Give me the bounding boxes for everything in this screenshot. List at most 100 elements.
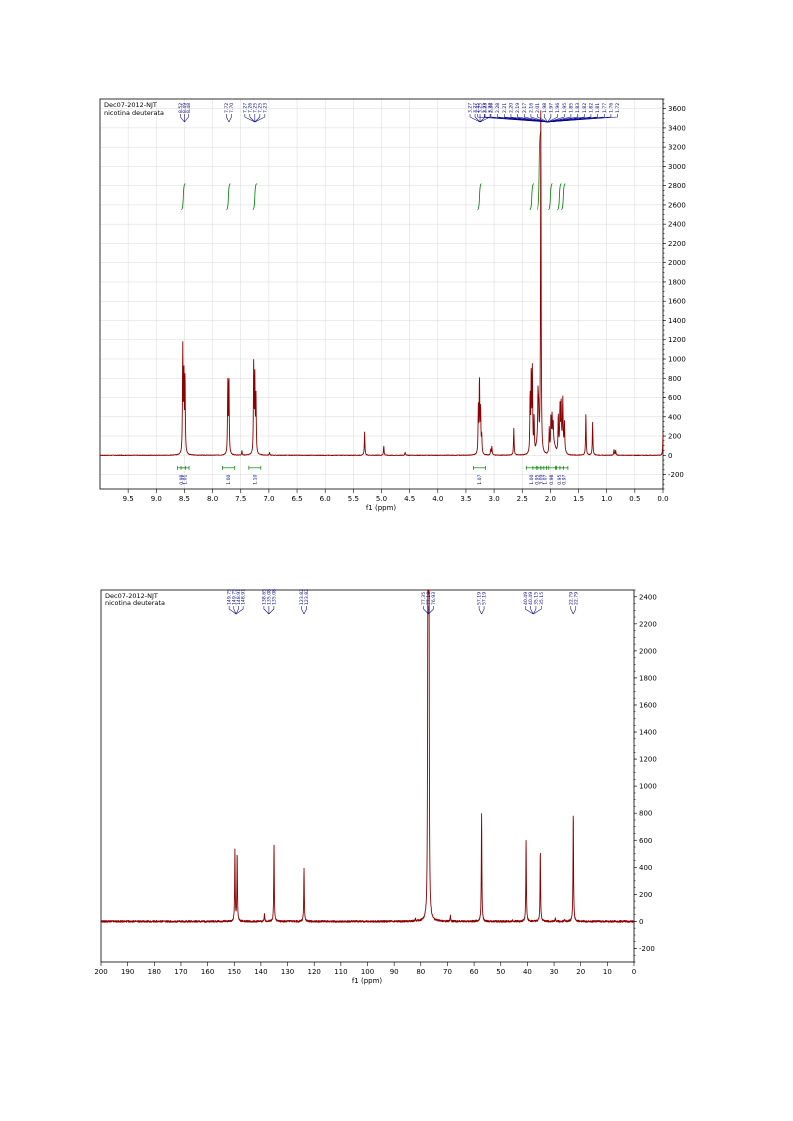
peak-label: 57.19 — [477, 592, 483, 605]
peak-label: 1.95 — [562, 103, 568, 113]
peak-label: 1.98 — [542, 103, 548, 113]
peak-label: 35.15 — [539, 592, 545, 605]
y-tick-label: 2200 — [639, 620, 657, 628]
peak-label-connector — [301, 606, 305, 615]
y-tick-label: 2400 — [668, 221, 686, 229]
x-tick-label: 7.0 — [263, 495, 274, 503]
x-tick-label: 80 — [416, 968, 425, 976]
y-tick-label: 1800 — [668, 278, 686, 286]
x-tick-label: 5.0 — [376, 495, 387, 503]
y-tick-label: -200 — [639, 945, 655, 953]
y-tick-label: 3600 — [668, 105, 686, 113]
peak-label-connector — [235, 606, 239, 615]
peak-label: 2.17 — [522, 103, 528, 113]
integral-curve — [560, 183, 566, 211]
peak-label: 7.70 — [229, 103, 235, 113]
peak-label: 2.33 — [482, 103, 488, 113]
proton-integral-labels: 0.981.01 1.00 1.10 1.07 1.00 0.953.09 1.07 0.98… — [177, 465, 569, 485]
y-tick-label: 1400 — [668, 317, 686, 325]
x-tick-label: 180 — [148, 968, 161, 976]
peak-label-connector — [184, 114, 189, 123]
peak-label-connector — [474, 114, 481, 123]
peak-label: 1.77 — [602, 103, 608, 113]
peak-label-connector — [547, 114, 552, 123]
x-tick-label: 2.5 — [517, 495, 528, 503]
x-tick-label: 7.5 — [235, 495, 246, 503]
peak-label: 148.91 — [241, 589, 247, 605]
x-tick-label: 190 — [121, 968, 134, 976]
integral-curve — [252, 183, 258, 211]
peak-label-connector — [228, 606, 237, 615]
peak-label: 76.93 — [431, 592, 437, 605]
carbon-subtitle: nicotina deuterata — [105, 599, 165, 607]
carbon-peak-labels: 149.75 149.75 148.91 148.91 138.65 135.08 135.… — [227, 589, 579, 615]
peak-label-connector — [249, 114, 256, 123]
x-tick-label: 1.0 — [601, 495, 612, 503]
x-tick-label: 50 — [496, 968, 505, 976]
peak-label-connector — [533, 606, 542, 615]
integral-curve — [529, 183, 535, 211]
peak-label-connector — [180, 114, 185, 123]
peak-label-connector — [503, 114, 548, 123]
y-tick-label: 2000 — [639, 647, 657, 655]
peak-label-connector — [547, 114, 558, 123]
x-tick-label: 0.5 — [629, 495, 640, 503]
x-tick-label: 120 — [308, 968, 321, 976]
peak-label-connector — [530, 606, 534, 615]
peak-label: 3.25 — [478, 103, 484, 113]
y-tick-label: 800 — [639, 810, 652, 818]
integral-value: 1.00 — [226, 474, 232, 484]
proton-x-axis: 9.5 9.0 8.5 8.0 7.5 7.0 6.5 6.0 5.5 5.0 4.5 4.0 3.5 3… — [123, 489, 669, 503]
carbon-y-axis: -200 0 200 400 600 800 1000 1200 1400 1600 1800 200… — [634, 589, 657, 963]
y-tick-label: 1000 — [668, 356, 686, 364]
carbon-title: Dec07-2012-NJT — [105, 592, 158, 600]
peak-label-connector — [524, 606, 534, 615]
peak-label: 22.79 — [568, 592, 574, 605]
peak-label: 8.52 — [178, 103, 184, 113]
peak-label-connector — [478, 606, 482, 615]
peak-label: 2.19 — [515, 103, 521, 113]
peak-label-connector — [537, 114, 548, 123]
peak-label-connector — [244, 114, 255, 123]
peak-label: 135.08 — [272, 589, 278, 605]
carbon-plot-frame — [100, 589, 635, 963]
peak-label: 7.26 — [247, 103, 253, 113]
x-tick-label: 90 — [390, 968, 399, 976]
x-tick-label: 20 — [576, 968, 585, 976]
proton-x-axis-label: f1 (ppm) — [366, 504, 397, 512]
x-tick-label: 0.0 — [657, 495, 668, 503]
peak-label: 1.85 — [569, 103, 575, 113]
carbon-x-axis-label: f1 (ppm) — [352, 977, 383, 985]
x-tick-label: 140 — [254, 968, 267, 976]
peak-label: 7.72 — [224, 103, 230, 113]
integral-value: 0.98 — [549, 474, 555, 484]
peak-label: 77.35 — [421, 592, 427, 605]
peak-label-connector — [428, 606, 434, 615]
x-tick-label: 4.5 — [404, 495, 415, 503]
peak-label: 3.23 — [483, 103, 489, 113]
x-tick-label: 3.0 — [489, 495, 500, 503]
peak-label-connector — [533, 606, 537, 615]
peak-label: 1.81 — [595, 103, 601, 113]
integral-value: 0.95 — [557, 474, 563, 484]
peak-label: 149.75 — [227, 589, 233, 605]
x-tick-label: 5.5 — [348, 495, 359, 503]
x-tick-label: 4.0 — [432, 495, 443, 503]
integral-curve — [226, 183, 231, 211]
peak-label-connector — [523, 114, 548, 123]
peak-label-connector — [233, 606, 237, 615]
peak-label: 77.10 — [426, 592, 432, 605]
peak-label: 57.19 — [482, 592, 488, 605]
y-tick-label: 1800 — [639, 674, 657, 682]
x-tick-label: 100 — [361, 968, 374, 976]
peak-label-connector — [543, 114, 548, 123]
y-tick-label: 2000 — [668, 259, 686, 267]
peak-label: 3.27 — [468, 103, 474, 113]
y-tick-label: 2600 — [668, 201, 686, 209]
peak-label: 123.82 — [299, 589, 305, 605]
integral-value: 0.95 — [535, 474, 541, 484]
integral-value: 0.98 — [179, 474, 185, 484]
x-tick-label: 30 — [550, 968, 559, 976]
peak-label: 149.75 — [231, 589, 237, 605]
peak-label-connector — [263, 606, 270, 615]
